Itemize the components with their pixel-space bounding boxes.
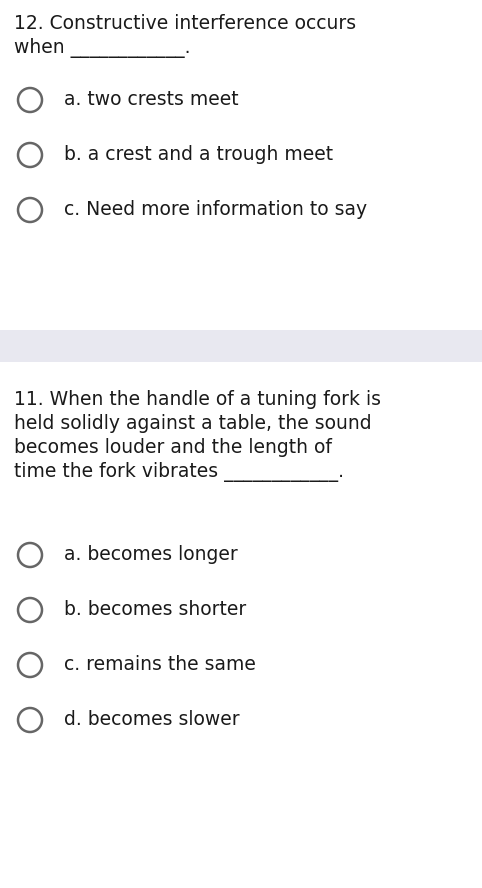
Text: b. a crest and a trough meet: b. a crest and a trough meet [64, 145, 333, 164]
Text: a. becomes longer: a. becomes longer [64, 545, 238, 564]
Text: when ____________.: when ____________. [14, 38, 190, 58]
Text: 11. When the handle of a tuning fork is: 11. When the handle of a tuning fork is [14, 390, 381, 409]
Bar [0, 330, 482, 362]
Text: c. Need more information to say: c. Need more information to say [64, 200, 367, 219]
Text: time the fork vibrates ____________.: time the fork vibrates ____________. [14, 462, 344, 482]
Text: b. becomes shorter: b. becomes shorter [64, 600, 246, 619]
Text: a. two crests meet: a. two crests meet [64, 90, 239, 109]
Text: d. becomes slower: d. becomes slower [64, 710, 240, 729]
Text: c. remains the same: c. remains the same [64, 655, 256, 674]
Text: becomes louder and the length of: becomes louder and the length of [14, 438, 332, 457]
Text: held solidly against a table, the sound: held solidly against a table, the sound [14, 414, 372, 433]
Text: 12. Constructive interference occurs: 12. Constructive interference occurs [14, 14, 356, 33]
